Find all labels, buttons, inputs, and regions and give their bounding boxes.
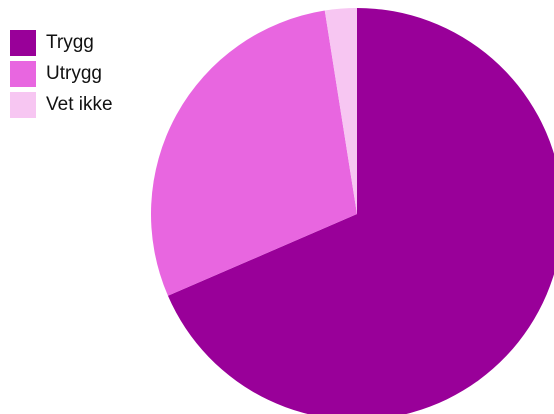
chart-legend: Trygg Utrygg Vet ikke xyxy=(10,28,113,121)
legend-label-utrygg: Utrygg xyxy=(46,62,102,84)
legend-swatch-vet-ikke xyxy=(10,91,36,118)
pie-slice-utrygg xyxy=(150,10,357,296)
legend-item-trygg: Trygg xyxy=(10,28,113,57)
legend-item-vet-ikke: Vet ikke xyxy=(10,90,113,119)
legend-swatch-utrygg xyxy=(10,60,36,87)
pie-slices xyxy=(150,8,554,414)
legend-item-utrygg: Utrygg xyxy=(10,59,113,88)
legend-label-trygg: Trygg xyxy=(46,31,94,53)
pie-slice-vet-ikke xyxy=(324,8,357,214)
legend-label-vet-ikke: Vet ikke xyxy=(46,93,113,115)
legend-swatch-trygg xyxy=(10,29,36,56)
pie-slice-trygg xyxy=(167,8,554,414)
